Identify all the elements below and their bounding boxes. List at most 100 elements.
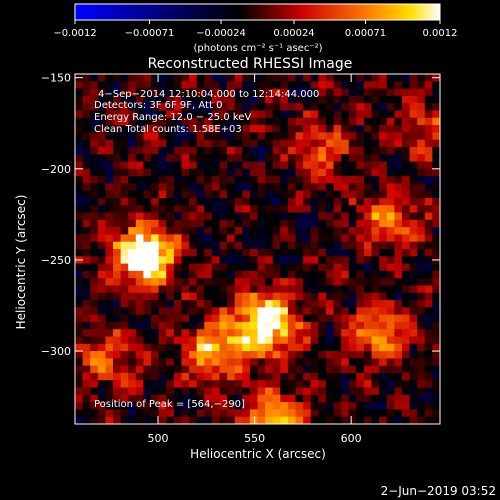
heatmap-cell [75,227,83,235]
heatmap-cell [219,132,228,141]
heatmap-cell [189,351,198,359]
heatmap-cell [265,88,274,97]
heatmap-cell [325,103,334,111]
heatmap-cell [227,132,236,141]
heatmap-cell [97,358,106,367]
heatmap-image [75,74,441,425]
heatmap-cell [166,416,175,425]
heatmap-cell [227,409,236,418]
heatmap-cell [371,161,380,170]
heatmap-cell [120,321,129,330]
heatmap-cell [82,358,91,367]
heatmap-cell [409,307,418,316]
heatmap-cell [257,176,266,184]
heatmap-cell [196,125,205,133]
heatmap-cell [409,125,418,133]
heatmap-cell [219,190,228,199]
heatmap-cell [333,117,342,126]
heatmap-cell [272,343,281,352]
heatmap-cell [135,365,144,374]
heatmap-cell [151,168,160,177]
heatmap-cell [356,329,365,337]
heatmap-cell [204,74,213,82]
heatmap-cell [128,81,137,89]
heatmap-cell [75,402,83,410]
heatmap-cell [272,197,281,206]
heatmap-cell [227,336,236,345]
heatmap-cell [310,183,319,192]
heatmap-cell [295,88,304,97]
heatmap-cell [97,285,106,294]
heatmap-cell [196,146,205,155]
heatmap-cell [386,380,395,388]
heatmap-cell [295,110,304,119]
heatmap-cell [333,300,342,308]
heatmap-cell [401,336,410,345]
heatmap-cell [189,314,198,323]
heatmap-cell [265,263,274,272]
heatmap-cell [234,292,243,301]
heatmap-cell [257,117,266,126]
heatmap-cell [371,132,380,141]
heatmap-cell [173,227,182,235]
heatmap-cell [211,278,220,286]
heatmap-cell [90,212,99,221]
heatmap-cell [272,329,281,337]
heatmap-cell [356,183,365,192]
heatmap-cell [249,74,258,82]
heatmap-cell [371,358,380,367]
heatmap-cell [234,103,243,111]
heatmap-cell [211,402,220,410]
heatmap-cell [303,285,312,294]
heatmap-cell [432,300,441,308]
heatmap-cell [287,314,296,323]
heatmap-cell [379,387,388,396]
heatmap-cell [386,329,395,337]
heatmap-cell [318,292,327,301]
heatmap-cell [303,234,312,243]
heatmap-cell [75,351,83,359]
heatmap-cell [90,409,99,418]
heatmap-cell [432,205,441,213]
heatmap-cell [181,314,190,323]
heatmap-cell [90,205,99,213]
heatmap-cell [310,154,319,162]
heatmap-cell [128,249,137,257]
heatmap-cell [158,416,167,425]
heatmap-cell [363,336,372,345]
heatmap-cell [143,343,152,352]
heatmap-cell [113,270,122,279]
heatmap-cell [196,234,205,243]
heatmap-cell [394,358,403,367]
heatmap-cell [143,190,152,199]
heatmap-cell [265,234,274,243]
heatmap-cell [379,161,388,170]
heatmap-cell [295,416,304,425]
heatmap-cell [325,256,334,264]
heatmap-cell [181,249,190,257]
heatmap-cell [363,256,372,264]
heatmap-cell [82,110,91,119]
heatmap-cell [234,256,243,264]
heatmap-cell [189,321,198,330]
heatmap-cell [151,416,160,425]
heatmap-cell [265,409,274,418]
heatmap-cell [287,125,296,133]
heatmap-cell [249,139,258,148]
heatmap-cell [333,292,342,301]
heatmap-cell [181,394,190,403]
heatmap-cell [128,110,137,119]
heatmap-cell [432,168,441,177]
heatmap-cell [272,365,281,374]
heatmap-cell [211,314,220,323]
heatmap-cell [242,74,251,82]
heatmap-cell [424,103,433,111]
heatmap-cell [249,358,258,367]
heatmap-cell [166,125,175,133]
heatmap-cell [90,103,99,111]
heatmap-cell [173,117,182,126]
heatmap-cell [128,205,137,213]
heatmap-cell [348,205,357,213]
heatmap-cell [409,365,418,374]
heatmap-cell [181,409,190,418]
